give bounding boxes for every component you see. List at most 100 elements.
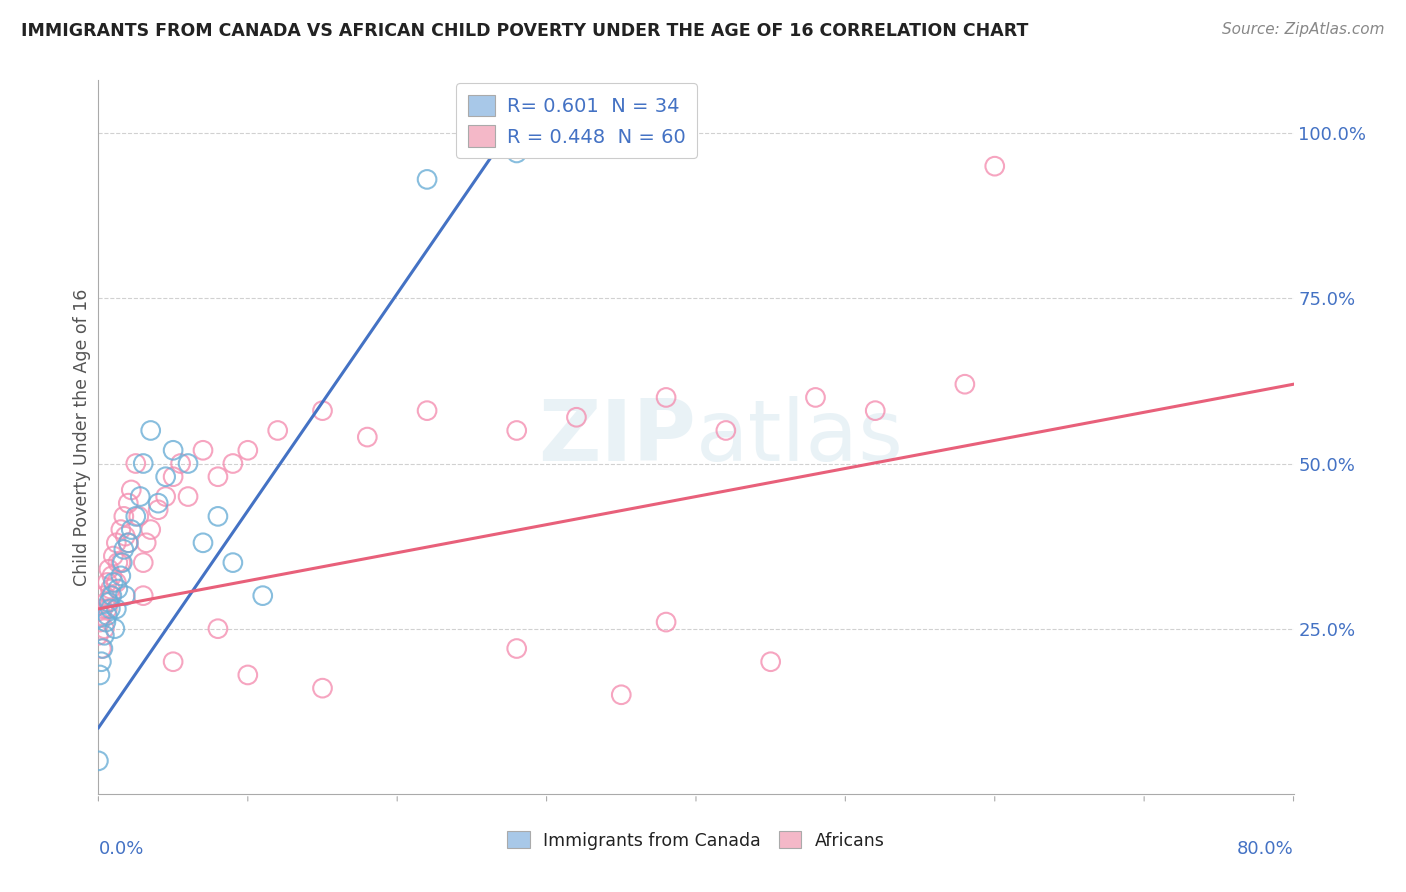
Point [169, 457, 191, 471]
Point [112, 542, 135, 557]
Point [98, 589, 122, 603]
Point [90, 608, 112, 623]
Point [125, 509, 148, 524]
Point [94, 595, 117, 609]
Point [162, 443, 184, 458]
Text: Source: ZipAtlas.com: Source: ZipAtlas.com [1222, 22, 1385, 37]
Point [236, 668, 259, 682]
Point [148, 496, 170, 510]
Point [655, 391, 678, 405]
Text: IMMIGRANTS FROM CANADA VS AFRICAN CHILD POVERTY UNDER THE AGE OF 16 CORRELATION : IMMIGRANTS FROM CANADA VS AFRICAN CHILD … [21, 22, 1028, 40]
Point [98, 602, 122, 616]
Point [97, 595, 120, 609]
Point [114, 529, 136, 543]
Point [191, 443, 214, 458]
Point [120, 523, 142, 537]
Point [89, 668, 111, 682]
Point [759, 655, 782, 669]
Point [139, 523, 162, 537]
Point [135, 536, 157, 550]
Point [207, 509, 229, 524]
Point [89, 615, 111, 629]
Point [114, 589, 136, 603]
Point [110, 523, 132, 537]
Point [117, 496, 139, 510]
Point [97, 562, 120, 576]
Point [103, 575, 125, 590]
Point [101, 589, 124, 603]
Point [506, 641, 529, 656]
Point [953, 377, 976, 392]
Point [222, 457, 245, 471]
Point [91, 641, 114, 656]
Point [112, 509, 135, 524]
Point [177, 490, 200, 504]
Point [96, 602, 118, 616]
Point [207, 469, 229, 483]
Point [96, 575, 118, 590]
Point [93, 628, 115, 642]
Point [129, 490, 152, 504]
Point [655, 615, 678, 629]
Text: 0.0%: 0.0% [98, 840, 143, 858]
Text: ZIP: ZIP [538, 395, 696, 479]
Point [104, 622, 127, 636]
Point [416, 172, 439, 186]
Text: atlas: atlas [696, 395, 904, 479]
Point [101, 569, 124, 583]
Point [117, 536, 139, 550]
Point [311, 403, 333, 417]
Point [155, 490, 177, 504]
Point [107, 556, 129, 570]
Point [252, 589, 274, 603]
Point [132, 457, 155, 471]
Point [93, 622, 115, 636]
Point [148, 502, 170, 516]
Point [91, 602, 114, 616]
Point [90, 655, 112, 669]
Point [177, 457, 200, 471]
Point [356, 430, 378, 444]
Point [984, 159, 1007, 173]
Point [105, 536, 128, 550]
Point [162, 655, 184, 669]
Point [110, 556, 132, 570]
Point [804, 391, 827, 405]
Point [311, 681, 333, 695]
Point [139, 424, 162, 438]
Point [105, 602, 128, 616]
Point [96, 608, 118, 623]
Point [162, 469, 184, 483]
Point [714, 424, 737, 438]
Point [865, 403, 887, 417]
Point [87, 628, 110, 642]
Point [105, 575, 128, 590]
Point [93, 589, 115, 603]
Y-axis label: Child Poverty Under the Age of 16: Child Poverty Under the Age of 16 [73, 288, 91, 586]
Point [416, 403, 439, 417]
Point [565, 410, 588, 425]
Point [125, 457, 148, 471]
Text: 80.0%: 80.0% [1237, 840, 1294, 858]
Point [94, 615, 117, 629]
Point [103, 549, 125, 563]
Point [236, 443, 259, 458]
Point [267, 424, 290, 438]
Point [191, 536, 214, 550]
Point [506, 145, 529, 160]
Point [98, 582, 122, 596]
Point [120, 483, 142, 497]
Point [87, 754, 110, 768]
Point [90, 641, 112, 656]
Point [155, 469, 177, 483]
Point [506, 424, 529, 438]
Point [132, 556, 155, 570]
Point [110, 569, 132, 583]
Point [610, 688, 633, 702]
Point [107, 582, 129, 596]
Point [207, 622, 229, 636]
Point [117, 536, 139, 550]
Point [132, 589, 155, 603]
Point [128, 509, 150, 524]
Point [111, 556, 134, 570]
